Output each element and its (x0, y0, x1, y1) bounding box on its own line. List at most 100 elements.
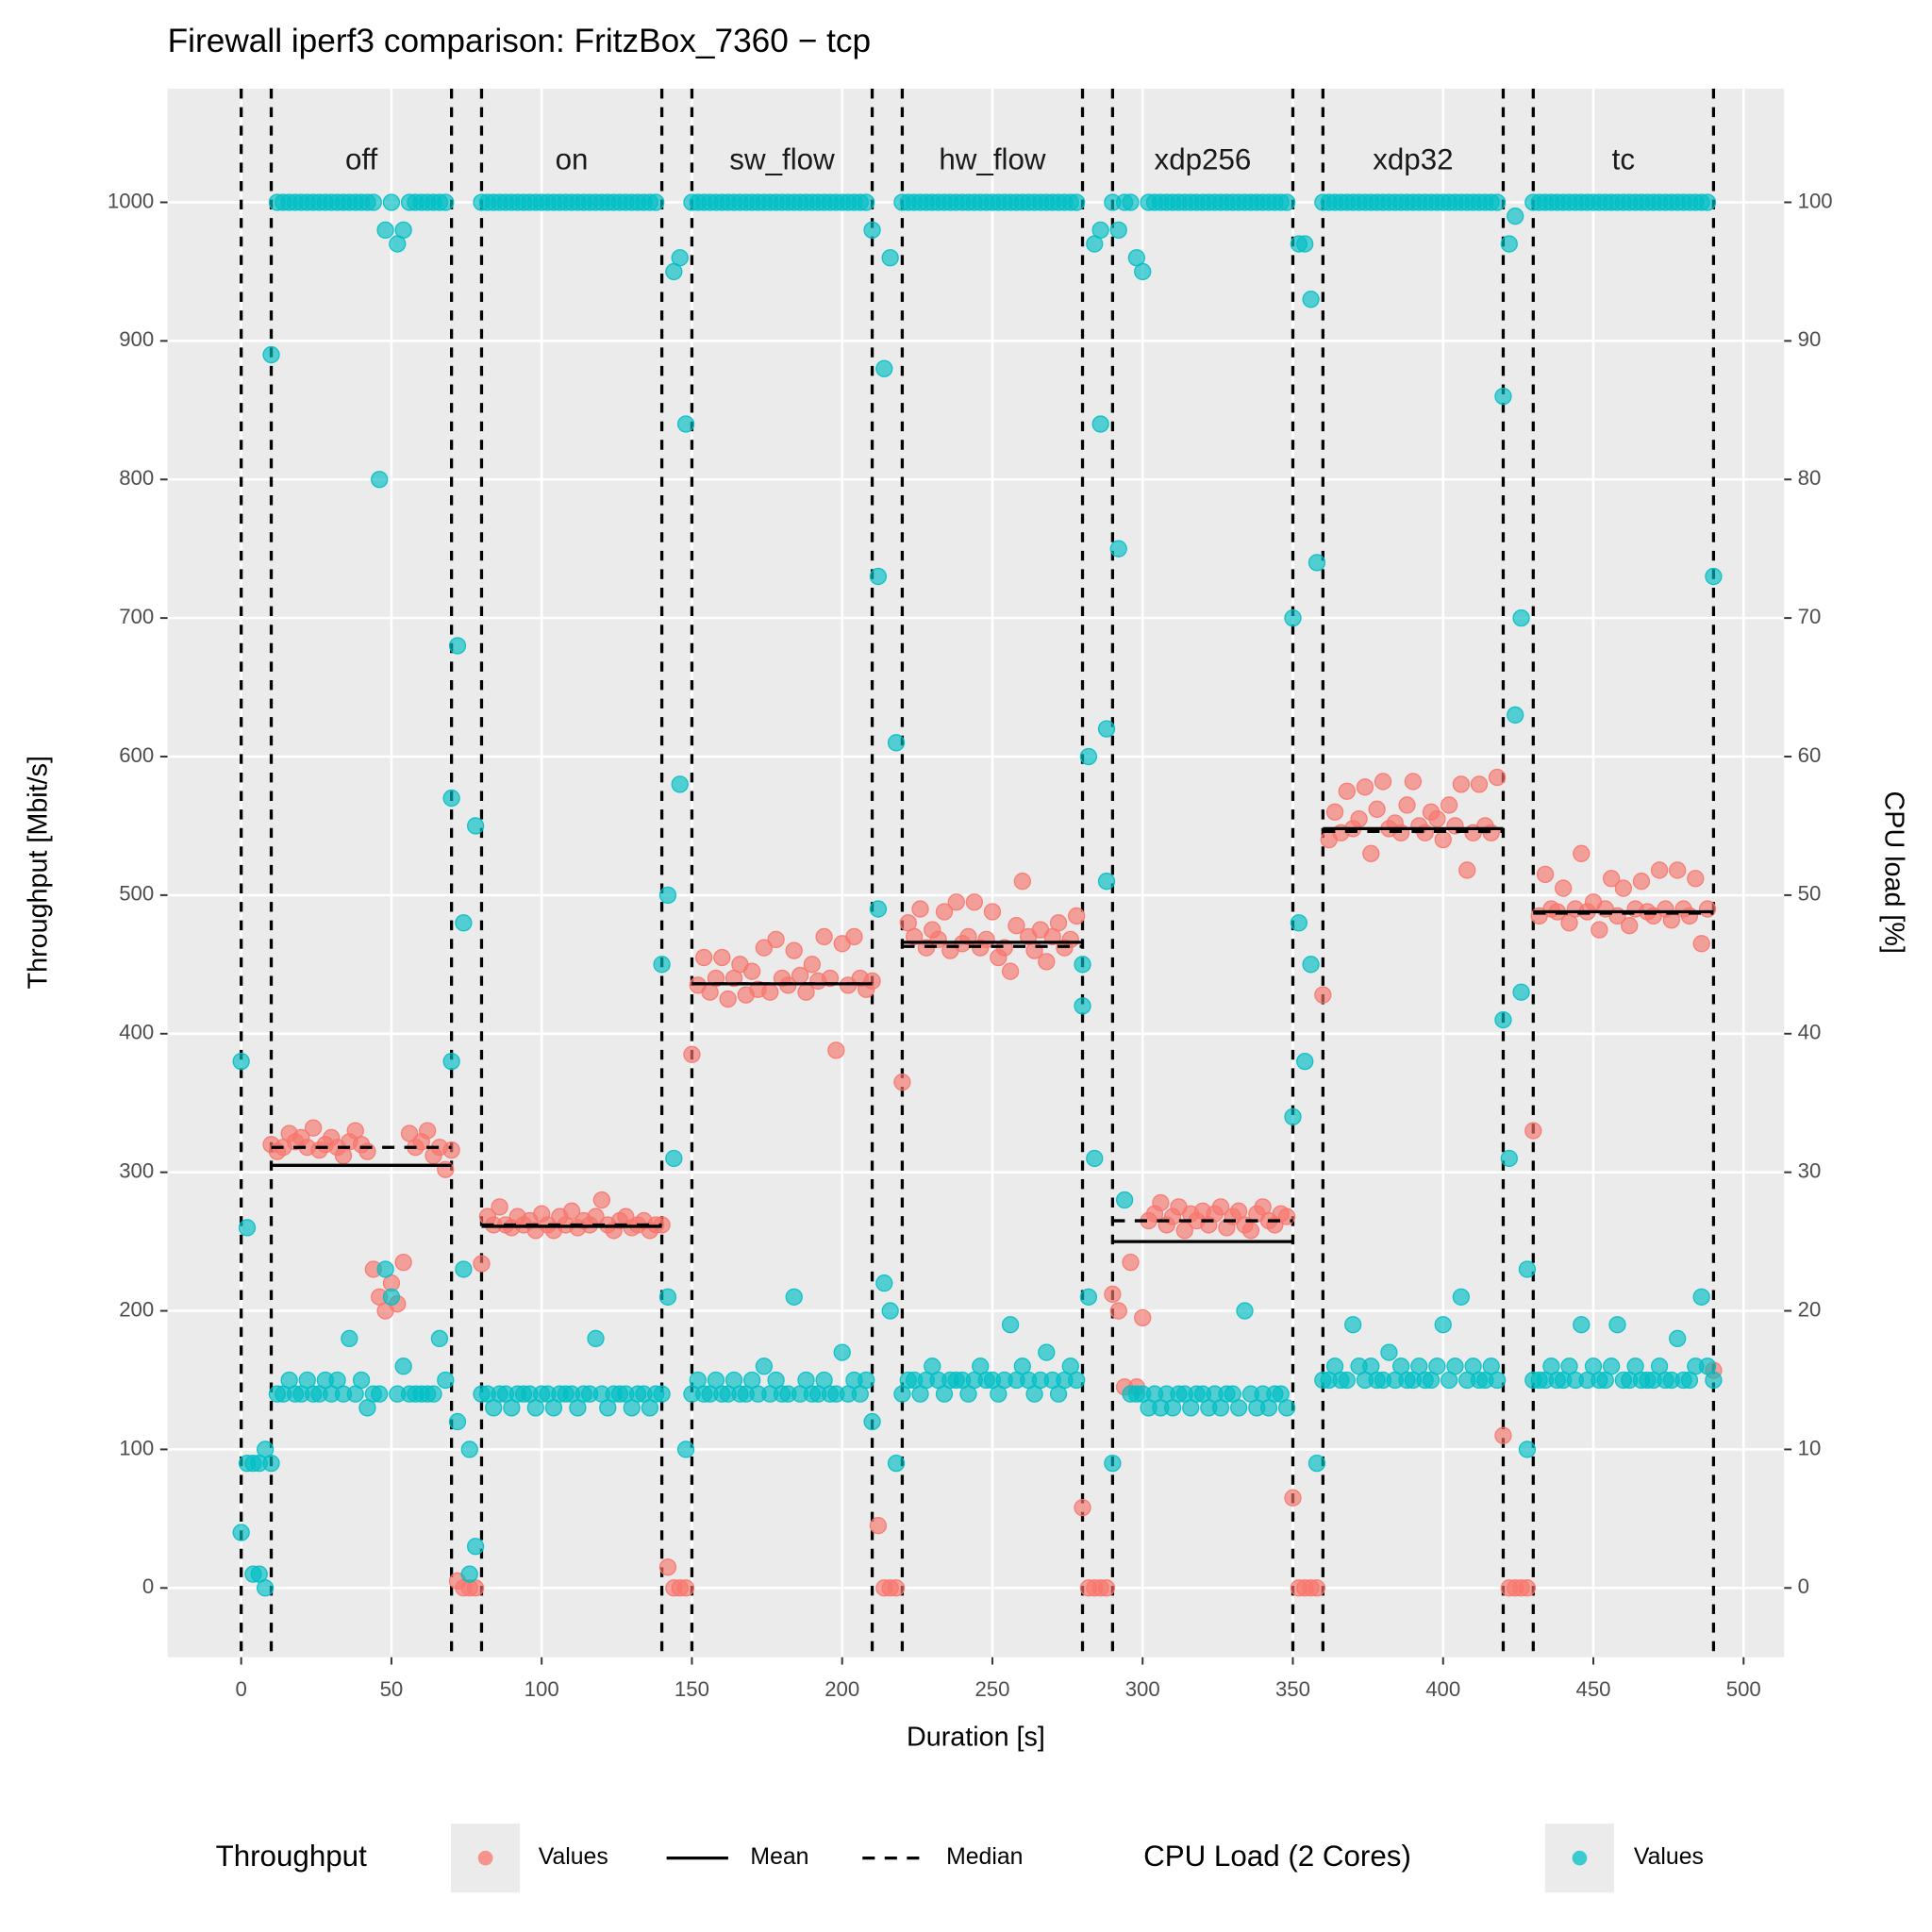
point (887, 734, 906, 752)
point (1614, 879, 1633, 897)
point (1602, 870, 1621, 888)
point (352, 1371, 371, 1390)
point (1109, 1302, 1127, 1320)
point (1621, 917, 1639, 935)
legend-label: Values (1634, 1844, 1704, 1870)
point (1488, 193, 1507, 211)
y-tick-label: 500 (119, 882, 154, 906)
legend-symbol (1572, 1850, 1588, 1866)
x-tick-label: 500 (1726, 1677, 1761, 1701)
point (869, 900, 888, 918)
point (755, 939, 774, 957)
point (881, 249, 899, 267)
point (1705, 1371, 1723, 1390)
point (1079, 1288, 1098, 1306)
point (1074, 956, 1091, 974)
point (983, 903, 1002, 921)
point (647, 193, 665, 211)
phase-label: tc (1612, 142, 1635, 175)
y2-tick-label: 100 (1798, 189, 1833, 212)
point (1494, 1426, 1512, 1444)
point (1296, 235, 1314, 253)
point (1512, 983, 1530, 1001)
point (1428, 1357, 1446, 1375)
phase-label: off (345, 142, 378, 175)
point (394, 1357, 412, 1375)
y-tick-label: 200 (119, 1297, 154, 1321)
phase-label: on (556, 142, 589, 175)
point (1669, 861, 1687, 879)
point (1241, 1222, 1260, 1240)
point (1368, 800, 1386, 818)
point (437, 1371, 455, 1390)
point (1434, 830, 1452, 849)
point (683, 1045, 701, 1063)
stat-lines: off on sw_flow hw_flow xdp256 xdp32 tc (271, 142, 1714, 1243)
point (1338, 1371, 1356, 1390)
x-tick-label: 450 (1575, 1677, 1610, 1701)
point (1470, 775, 1489, 793)
y-tick-label: 100 (119, 1436, 154, 1459)
phase-label: sw_flow (729, 142, 835, 175)
y2-tick-label: 40 (1798, 1021, 1822, 1044)
point (658, 886, 677, 905)
point (695, 948, 713, 967)
point (875, 359, 893, 377)
point (1236, 1302, 1254, 1320)
point (394, 1253, 412, 1272)
point (382, 193, 401, 211)
point (437, 193, 455, 211)
legend-label: Median (946, 1844, 1023, 1870)
x-tick-label: 300 (1125, 1677, 1160, 1701)
point (1097, 720, 1116, 738)
point (364, 193, 382, 211)
point (665, 1149, 683, 1168)
y2-tick-label: 10 (1798, 1436, 1822, 1459)
axes: 0 50 100 150 200 250 300 350 400 450 5000100200300… (108, 189, 1833, 1701)
phase-label: hw_flow (939, 142, 1046, 175)
point (875, 1274, 893, 1292)
point (1302, 291, 1320, 308)
point (371, 471, 389, 489)
point (653, 956, 671, 974)
point (371, 1385, 389, 1403)
point (887, 1579, 906, 1597)
point (1175, 1222, 1193, 1240)
legend-title: CPU Load (2 Cores) (1143, 1840, 1411, 1873)
point (1104, 1285, 1122, 1304)
point (1488, 768, 1507, 787)
point (1109, 221, 1127, 240)
point (1277, 1399, 1296, 1417)
y2-tick-label: 50 (1798, 882, 1822, 906)
point (1500, 235, 1518, 253)
point (1591, 921, 1608, 939)
x-tick-label: 0 (235, 1677, 246, 1701)
point (676, 1579, 695, 1597)
y-tick-label: 0 (142, 1574, 154, 1598)
point (1307, 1579, 1326, 1597)
point (1452, 775, 1471, 793)
point (376, 221, 394, 240)
point (858, 193, 875, 211)
point (448, 1412, 467, 1431)
y2-tick-label: 70 (1798, 605, 1822, 628)
point (1692, 935, 1710, 953)
point (1314, 986, 1332, 1004)
point (1068, 1371, 1086, 1390)
legend: Throughput Values Mean Median CPU Load (… (216, 1824, 1704, 1893)
phase-label: xdp32 (1373, 142, 1453, 175)
point (653, 1385, 671, 1403)
point (1001, 962, 1020, 980)
point (755, 1357, 774, 1375)
point (1452, 1288, 1471, 1306)
point (893, 1074, 911, 1091)
point (761, 983, 779, 1001)
point (1152, 1193, 1170, 1212)
point (863, 972, 881, 991)
point (911, 900, 929, 918)
y-axis-title: Throughput [Mbit/s] (23, 756, 53, 989)
point (1356, 778, 1374, 796)
point (1398, 796, 1416, 814)
legend-symbol (477, 1850, 493, 1866)
